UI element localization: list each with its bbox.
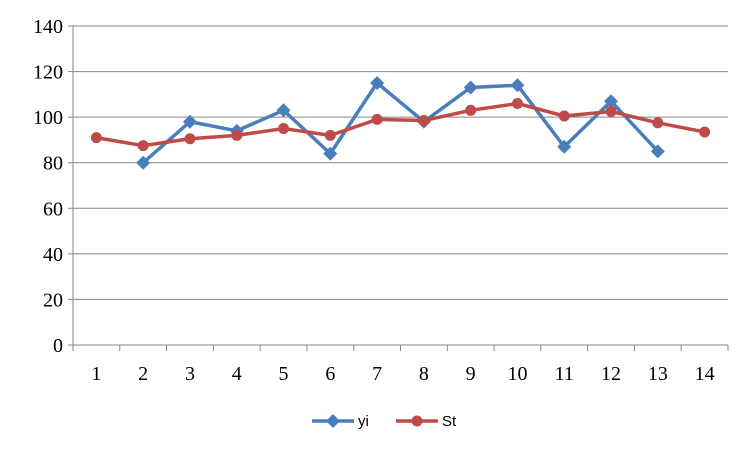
x-tick-label-12: 12 bbox=[601, 363, 621, 385]
y-tick-label-0: 0 bbox=[53, 335, 63, 357]
data-point-St-13 bbox=[652, 117, 664, 129]
x-tick-label-13: 13 bbox=[648, 363, 668, 385]
y-tick-label-120: 120 bbox=[33, 62, 63, 84]
y-tick-label-20: 20 bbox=[43, 289, 63, 311]
data-point-St-10 bbox=[511, 97, 523, 109]
data-point-St-6 bbox=[324, 129, 336, 141]
axes bbox=[68, 25, 729, 351]
series-yi bbox=[136, 75, 665, 170]
data-point-St-4 bbox=[231, 129, 243, 141]
x-tick-label-6: 6 bbox=[325, 363, 335, 385]
data-point-yi-11 bbox=[557, 139, 572, 154]
data-point-St-9 bbox=[465, 104, 477, 116]
series-line-St bbox=[96, 101, 705, 148]
data-point-yi-5 bbox=[276, 103, 291, 118]
y-tick-label-60: 60 bbox=[43, 198, 63, 220]
x-tick-label-14: 14 bbox=[695, 363, 715, 385]
data-point-St-5 bbox=[278, 123, 290, 135]
series-St bbox=[90, 97, 711, 152]
x-axis-tick-labels: 1 2 3 4 5 6 7 8 9 10 11 12 13 14 bbox=[91, 363, 714, 385]
legend-item-yi: yi bbox=[312, 413, 369, 430]
data-point-St-12 bbox=[605, 105, 617, 117]
data-point-yi-6 bbox=[323, 146, 338, 161]
x-tick-label-9: 9 bbox=[466, 363, 476, 385]
x-tick-label-5: 5 bbox=[279, 363, 289, 385]
data-point-yi-13 bbox=[650, 144, 665, 159]
data-point-yi-7 bbox=[370, 75, 385, 90]
data-point-yi-2 bbox=[136, 155, 151, 170]
series-group bbox=[90, 75, 711, 170]
legend-swatch-marker bbox=[411, 415, 423, 427]
data-point-St-14 bbox=[699, 126, 711, 138]
x-tick-label-8: 8 bbox=[419, 363, 429, 385]
x-tick-label-11: 11 bbox=[555, 363, 574, 385]
x-tick-label-1: 1 bbox=[91, 363, 101, 385]
data-point-St-7 bbox=[371, 113, 383, 125]
data-point-yi-9 bbox=[463, 80, 478, 95]
data-point-yi-3 bbox=[182, 114, 197, 129]
y-axis-tick-labels: 0 20 40 60 80 100 120 140 bbox=[33, 16, 63, 357]
x-tick-label-3: 3 bbox=[185, 363, 195, 385]
x-tick-label-4: 4 bbox=[232, 363, 242, 385]
x-tick-label-7: 7 bbox=[372, 363, 382, 385]
data-point-St-11 bbox=[558, 110, 570, 122]
data-point-St-8 bbox=[418, 115, 430, 127]
y-tick-label-80: 80 bbox=[43, 153, 63, 175]
legend-label-yi: yi bbox=[358, 413, 369, 430]
data-point-St-2 bbox=[137, 140, 149, 152]
y-tick-label-140: 140 bbox=[33, 16, 63, 38]
legend-swatch-marker bbox=[326, 414, 340, 428]
legend: yi St bbox=[312, 413, 457, 430]
data-point-yi-10 bbox=[510, 78, 525, 93]
legend-label-St: St bbox=[442, 413, 457, 430]
legend-item-St: St bbox=[396, 413, 457, 430]
y-tick-label-100: 100 bbox=[33, 107, 63, 129]
series-line-yi bbox=[142, 81, 660, 165]
data-point-St-3 bbox=[184, 133, 196, 145]
data-point-St-1 bbox=[90, 132, 102, 144]
gridlines bbox=[73, 25, 728, 300]
x-tick-label-10: 10 bbox=[507, 363, 527, 385]
y-tick-label-40: 40 bbox=[43, 244, 63, 266]
data-point-yi-12 bbox=[604, 94, 619, 109]
x-tick-label-2: 2 bbox=[138, 363, 148, 385]
